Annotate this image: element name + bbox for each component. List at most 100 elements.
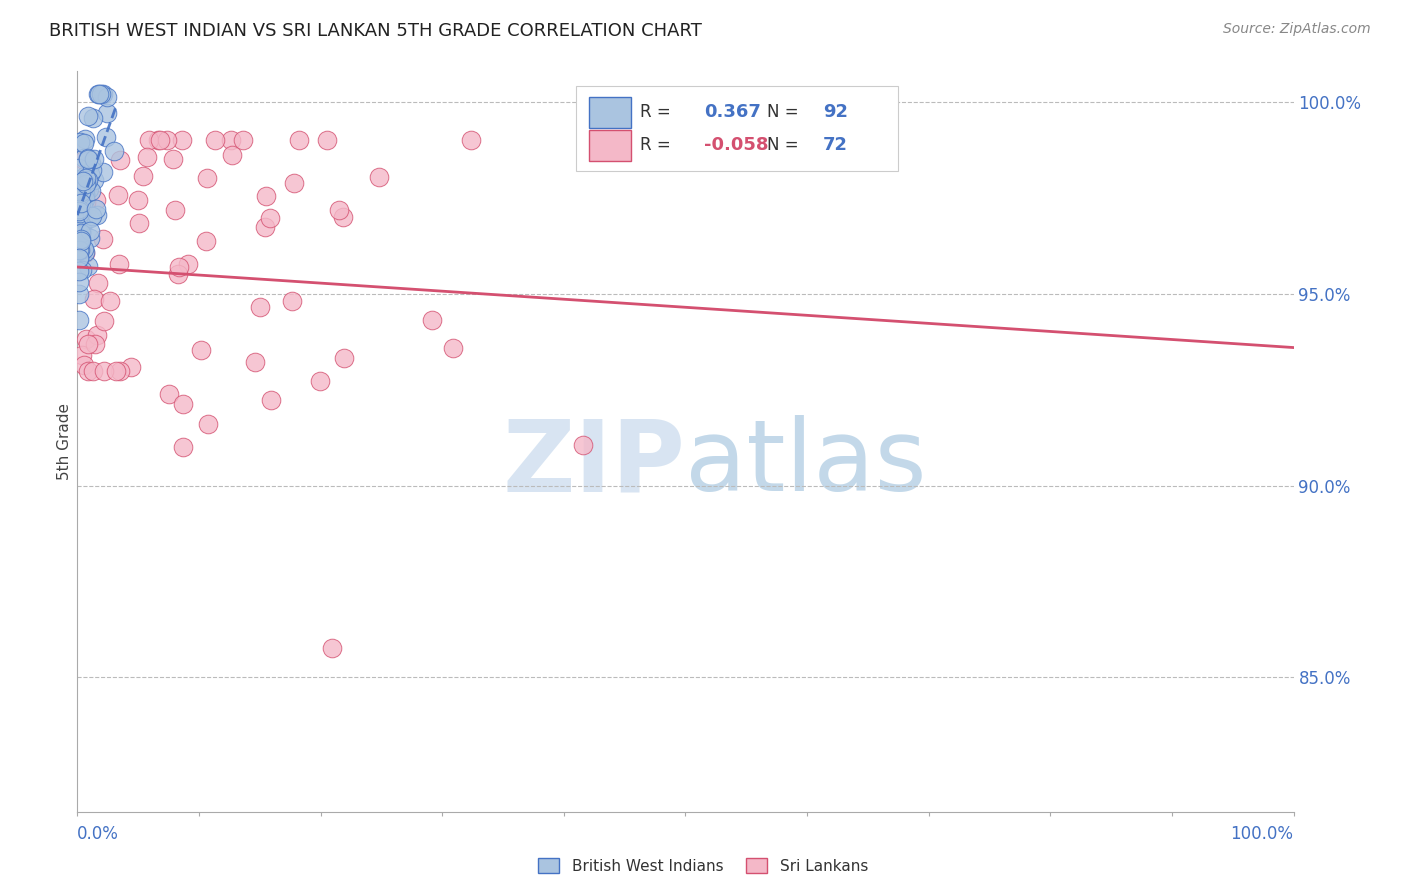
Point: [120, 359, 142, 374]
Point: [367, 169, 389, 184]
Point: [67, 251, 90, 265]
Text: R =: R =: [640, 136, 676, 154]
Point: [75, 132, 97, 146]
Point: [72, 187, 94, 202]
Point: [107, 187, 129, 202]
Point: [249, 300, 271, 314]
Text: R =: R =: [640, 103, 676, 121]
Point: [194, 234, 217, 248]
Point: [76, 173, 98, 187]
Point: [67, 182, 90, 196]
Point: [67, 228, 90, 243]
Point: [72, 242, 94, 256]
Point: [83, 293, 105, 307]
Point: [93, 314, 115, 328]
Point: [86, 208, 108, 222]
Point: [83, 337, 105, 351]
Point: [204, 133, 226, 147]
Point: [170, 133, 193, 147]
Point: [70, 221, 93, 235]
Point: [69, 195, 91, 210]
Point: [105, 363, 128, 377]
Point: [75, 169, 97, 184]
Point: [69, 235, 91, 249]
Point: [460, 133, 482, 147]
Point: [67, 230, 90, 244]
Text: ZIP: ZIP: [502, 416, 686, 512]
Point: [172, 440, 194, 454]
Text: N =: N =: [766, 136, 804, 154]
Point: [281, 293, 304, 308]
Point: [83, 153, 105, 167]
Text: Source: ZipAtlas.com: Source: ZipAtlas.com: [1223, 22, 1371, 37]
Point: [76, 363, 98, 377]
Point: [67, 243, 90, 257]
Text: -0.058: -0.058: [703, 136, 768, 154]
Point: [73, 245, 96, 260]
Point: [69, 187, 91, 202]
Point: [309, 374, 332, 388]
Point: [70, 348, 93, 362]
Point: [328, 203, 350, 218]
Point: [91, 165, 114, 179]
Point: [67, 176, 90, 190]
Point: [87, 276, 110, 290]
Point: [79, 230, 101, 244]
Point: [67, 206, 90, 220]
Point: [76, 259, 98, 273]
Point: [75, 203, 97, 218]
Point: [110, 363, 132, 377]
Point: [73, 192, 96, 206]
Point: [70, 185, 93, 199]
Point: [73, 184, 96, 198]
FancyBboxPatch shape: [589, 96, 631, 128]
Point: [82, 111, 104, 125]
Point: [67, 231, 90, 245]
Point: [259, 211, 281, 226]
Point: [70, 185, 93, 199]
Point: [67, 251, 90, 265]
Point: [82, 209, 104, 223]
Point: [75, 170, 97, 185]
Point: [76, 175, 98, 189]
Point: [172, 397, 194, 411]
Point: [197, 417, 219, 432]
Point: [254, 189, 277, 203]
Text: atlas: atlas: [686, 416, 927, 512]
Point: [67, 275, 90, 289]
Point: [420, 313, 443, 327]
Point: [232, 133, 254, 147]
Point: [138, 133, 160, 147]
Point: [72, 199, 94, 213]
Point: [195, 171, 218, 186]
Point: [70, 186, 93, 201]
Point: [69, 135, 91, 149]
Point: [94, 129, 117, 144]
Point: [80, 185, 103, 199]
FancyBboxPatch shape: [576, 87, 898, 171]
Point: [162, 152, 184, 166]
Point: [136, 150, 159, 164]
Point: [67, 210, 90, 224]
Point: [103, 144, 125, 158]
Point: [67, 211, 90, 225]
Point: [254, 220, 277, 235]
Point: [83, 172, 105, 186]
Point: [332, 351, 354, 365]
Point: [108, 153, 131, 167]
Point: [91, 87, 114, 102]
Point: [72, 174, 94, 188]
Point: [91, 232, 114, 246]
Point: [79, 211, 101, 225]
Point: [82, 363, 104, 377]
Point: [75, 177, 97, 191]
Point: [80, 155, 103, 169]
Point: [84, 193, 107, 207]
Text: 100.0%: 100.0%: [1230, 825, 1294, 843]
Point: [93, 363, 115, 377]
Point: [332, 210, 354, 224]
Point: [67, 243, 90, 257]
Point: [77, 151, 100, 165]
Point: [132, 169, 155, 184]
Point: [84, 202, 107, 216]
